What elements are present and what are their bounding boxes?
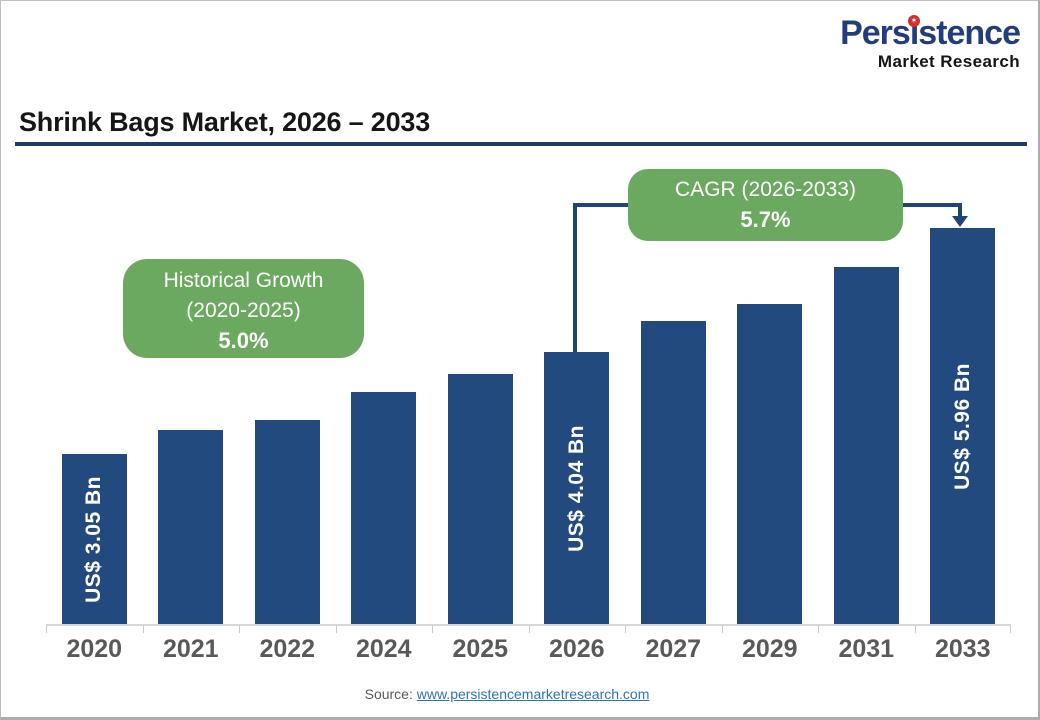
logo-subtitle: Market Research bbox=[877, 52, 1020, 71]
bar-2027 bbox=[640, 321, 706, 624]
x-axis-tick bbox=[915, 626, 916, 633]
x-axis-tick bbox=[625, 626, 626, 633]
logo-letter-i: i ✶ bbox=[908, 14, 921, 52]
cagr-value: 5.7% bbox=[740, 207, 791, 232]
bar-column-2033: US$ 5.96 Bn bbox=[915, 199, 1012, 624]
x-axis-tick bbox=[529, 626, 530, 633]
bar-2024 bbox=[351, 392, 417, 624]
x-axis-label-2024: 2024 bbox=[355, 635, 412, 663]
x-axis-label-2020: 2020 bbox=[66, 635, 123, 663]
bar-2033: US$ 5.96 Bn bbox=[930, 228, 996, 624]
arrow-down-icon bbox=[952, 216, 968, 227]
bar-column-2031 bbox=[818, 199, 915, 624]
logo-wordmark: Persi ✶ stence bbox=[840, 14, 1021, 52]
x-axis-tick bbox=[336, 626, 337, 633]
plot-area: US$ 3.05 Bn US$ 4.04 Bn US$ 5.96 Bn bbox=[46, 199, 1011, 624]
x-axis-label-2021: 2021 bbox=[162, 635, 219, 663]
x-axis-label-2031: 2031 bbox=[838, 635, 895, 663]
x-axis-label-2022: 2022 bbox=[259, 635, 316, 663]
bar-2026: US$ 4.04 Bn bbox=[544, 352, 610, 624]
historical-growth-value: 5.0% bbox=[218, 328, 269, 353]
x-axis-ticks bbox=[46, 626, 1011, 634]
cagr-callout: CAGR (2026-2033) 5.7% bbox=[628, 169, 903, 241]
bar-2020: US$ 3.05 Bn bbox=[61, 454, 127, 624]
x-axis-tick bbox=[818, 626, 819, 633]
x-axis-tick bbox=[1010, 626, 1011, 633]
pmr-logo: Persi ✶ stence Market Research bbox=[840, 14, 1021, 71]
cagr-line1: CAGR (2026-2033) bbox=[675, 178, 856, 201]
x-axis-line bbox=[46, 624, 1011, 626]
source-label: Source: bbox=[364, 686, 413, 702]
bar-2031 bbox=[833, 267, 899, 624]
x-axis-label-2025: 2025 bbox=[452, 635, 509, 663]
x-axis-tick bbox=[239, 626, 240, 633]
bar-column-2027 bbox=[625, 199, 722, 624]
bar-2022 bbox=[254, 420, 320, 624]
bar-column-2020: US$ 3.05 Bn bbox=[46, 199, 143, 624]
bar-column-2026: US$ 4.04 Bn bbox=[529, 199, 626, 624]
historical-growth-callout: Historical Growth (2020-2025) 5.0% bbox=[123, 259, 364, 358]
x-axis-tick bbox=[722, 626, 723, 633]
x-axis-tick bbox=[143, 626, 144, 633]
bar-column-2029 bbox=[722, 199, 819, 624]
title-underline bbox=[15, 142, 1027, 146]
x-axis-label-2029: 2029 bbox=[741, 635, 798, 663]
x-axis-label-2033: 2033 bbox=[934, 635, 991, 663]
bar-2025 bbox=[447, 374, 513, 624]
bar-value-label-2026: US$ 4.04 Bn bbox=[564, 424, 588, 552]
bar-column-2024 bbox=[336, 199, 433, 624]
cagr-connector-from-2026 bbox=[573, 203, 577, 353]
bar-value-label-2020: US$ 3.05 Bn bbox=[82, 475, 106, 603]
bar-value-label-2033: US$ 5.96 Bn bbox=[950, 362, 974, 490]
x-axis-label-2027: 2027 bbox=[645, 635, 702, 663]
bar-column-2021 bbox=[143, 199, 240, 624]
x-axis-label-2026: 2026 bbox=[548, 635, 605, 663]
source-line: Source: www.persistencemarketresearch.co… bbox=[1, 686, 1013, 702]
x-axis-labels: 2020 2021 2022 2024 2025 2026 2027 2029 2031 2033 bbox=[46, 635, 1011, 664]
logo-word-start: Pers bbox=[840, 14, 911, 52]
x-axis-tick bbox=[46, 626, 47, 633]
cagr-connector-to-2033 bbox=[958, 203, 962, 217]
logo-star-icon: ✶ bbox=[908, 15, 921, 27]
x-axis-tick bbox=[432, 626, 433, 633]
historical-growth-line2: (2020-2025) bbox=[186, 299, 301, 322]
bar-column-2022 bbox=[239, 199, 336, 624]
bar-column-2025 bbox=[432, 199, 529, 624]
bar-2021 bbox=[158, 430, 224, 624]
logo-word-end: stence bbox=[918, 14, 1021, 52]
page-title: Shrink Bags Market, 2026 – 2033 bbox=[19, 107, 431, 137]
historical-growth-line1: Historical Growth bbox=[163, 269, 324, 292]
source-link[interactable]: www.persistencemarketresearch.com bbox=[416, 686, 650, 702]
bar-2029 bbox=[737, 304, 803, 624]
